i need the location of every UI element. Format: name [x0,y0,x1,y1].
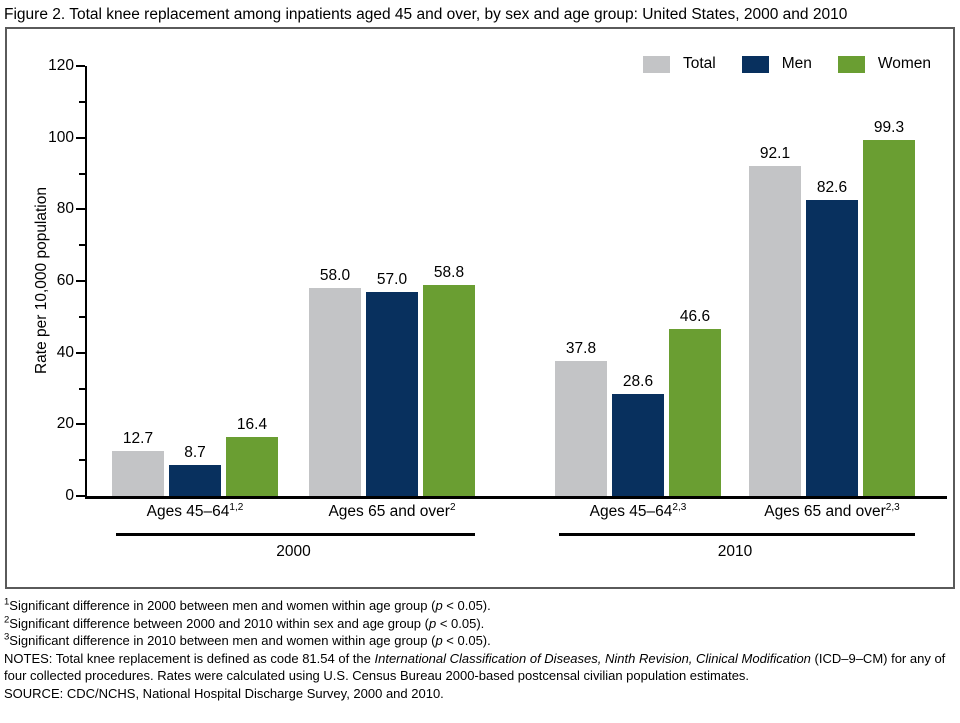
y-axis-major-tick [76,65,85,67]
age-group-label-superscript: 2,3 [672,501,687,513]
age-group-2010-0: 37.8 28.6 46.6 [555,308,721,496]
chart-legend: Total Men Women [642,55,931,73]
year-group-2000: 12.7 8.7 16.4 58.0 57.0 58.8 [112,264,475,496]
y-axis-major-tick [76,280,85,282]
age-group-2010-1: 92.1 82.6 99.3 [749,119,915,496]
legend-swatch-men [741,55,769,73]
x-zone-2010: Ages 45–642,3 Ages 65 and over2,3 2010 [555,499,915,584]
bar-value-label: 28.6 [622,372,654,390]
legend-item-total: Total [642,55,716,73]
bar-total-2000-age0: 12.7 [112,430,164,496]
footnote-3: 3Significant difference in 2010 between … [4,631,491,648]
bar-men-2010-age1: 82.6 [806,179,858,496]
bar-value-label: 99.3 [873,119,905,137]
bar-men-2000-age1: 57.0 [366,271,418,496]
y-axis-minor-tick [79,244,85,247]
year-group-2010: 37.8 28.6 46.6 92.1 82.6 99.3 [555,119,915,496]
y-axis-major-tick [76,495,85,497]
bar-women-2000-age1: 58.8 [423,264,475,496]
legend-swatch-women [837,55,865,73]
bar-value-label: 58.0 [319,267,351,285]
age-group-label-text: Ages 45–64 [589,503,673,520]
year-label: 2010 [717,543,753,560]
y-axis-minor-tick [79,459,85,462]
bar-men-2000-age0: 8.7 [169,444,221,496]
bar-value-label: 12.7 [122,429,154,447]
age-group-2000-0: 12.7 8.7 16.4 [112,416,278,496]
footnotes-block: 1Significant difference in 2000 between … [0,589,960,702]
bars-row: 12.7 8.7 16.4 58.0 57.0 58.8 37.8 28.6 46.6 92.1 8… [87,66,915,496]
bar-value-label: 92.1 [759,144,791,162]
bar-value-label: 16.4 [236,416,268,434]
age-group-2000-1: 58.0 57.0 58.8 [309,264,475,496]
footnote-2: 2Significant difference between 2000 and… [4,614,485,631]
y-axis-tick-label: 20 [56,415,74,433]
source-line: SOURCE: CDC/NCHS, National Hospital Disc… [4,685,444,701]
bar-value-label: 58.8 [433,264,465,282]
y-axis-major-tick [76,423,85,426]
year-bracket [116,533,475,536]
y-axis-major-tick [76,136,85,139]
y-axis-minor-tick [79,100,85,103]
bar-value-label: 57.0 [376,270,408,288]
y-axis-tick-label: 60 [56,272,74,289]
bar-value-label: 82.6 [816,179,848,197]
legend-label: Women [877,55,931,72]
footnote-1: 1Significant difference in 2000 between … [4,596,491,613]
bar-total-2000-age1: 58.0 [309,267,361,496]
bar-women-2000-age0: 16.4 [226,416,278,496]
age-group-label: Ages 65 and over2 [309,501,475,521]
legend-label: Total [682,55,716,72]
figure-page: Figure 2. Total knee replacement among i… [0,6,960,702]
y-axis-major-tick [76,208,85,211]
age-group-label: Ages 45–641,2 [112,501,278,521]
bar-value-label: 8.7 [184,443,206,461]
age-group-label-text: Ages 45–64 [146,503,230,520]
bar-women-2010-age1: 99.3 [863,119,915,496]
plot-area: 12.7 8.7 16.4 58.0 57.0 58.8 37.8 28.6 46.6 92.1 8… [48,57,947,504]
bar-total-2010-age0: 37.8 [555,340,607,496]
y-axis-minor-tick [79,172,85,175]
legend-item-women: Women [837,55,931,73]
chart-frame: Total Men Women Rate per 10,000 population… [5,27,955,589]
legend-label: Men [781,55,812,72]
y-axis-minor-tick [79,315,85,318]
age-group-label-text: Ages 65 and over [328,503,450,520]
y-axis-minor-tick [79,387,85,390]
year-bracket [559,533,915,536]
x-axis-labels: Ages 45–641,2 Ages 65 and over2 2000 Ages 4… [87,499,947,584]
y-axis-tick-label: 80 [56,200,74,218]
age-group-label-superscript: 1,2 [229,501,244,513]
age-group-label-superscript: 2,3 [885,501,900,513]
age-group-label: Ages 45–642,3 [555,501,721,521]
age-group-label-text: Ages 65 and over [764,503,886,520]
x-zone-2000: Ages 45–641,2 Ages 65 and over2 2000 [112,499,475,584]
legend-item-men: Men [741,55,812,73]
bar-women-2010-age0: 46.6 [669,308,721,496]
age-group-label-superscript: 2 [449,501,456,513]
figure-title: Figure 2. Total knee replacement among i… [4,6,848,23]
legend-swatch-total [642,55,670,73]
notes-line: NOTES: Total knee replacement is defined… [4,650,946,684]
bar-value-label: 37.8 [565,339,597,357]
y-axis-tick-label: 100 [48,128,74,146]
bar-total-2010-age1: 92.1 [749,145,801,496]
y-axis-tick-label: 0 [65,487,74,504]
y-axis-tick-label: 120 [48,57,74,74]
y-axis-tick-label: 40 [56,343,74,361]
bar-men-2010-age0: 28.6 [612,373,664,496]
age-group-label: Ages 65 and over2,3 [749,501,915,521]
y-axis-major-tick [76,351,85,354]
year-label: 2000 [276,543,311,560]
bar-value-label: 46.6 [679,308,711,326]
